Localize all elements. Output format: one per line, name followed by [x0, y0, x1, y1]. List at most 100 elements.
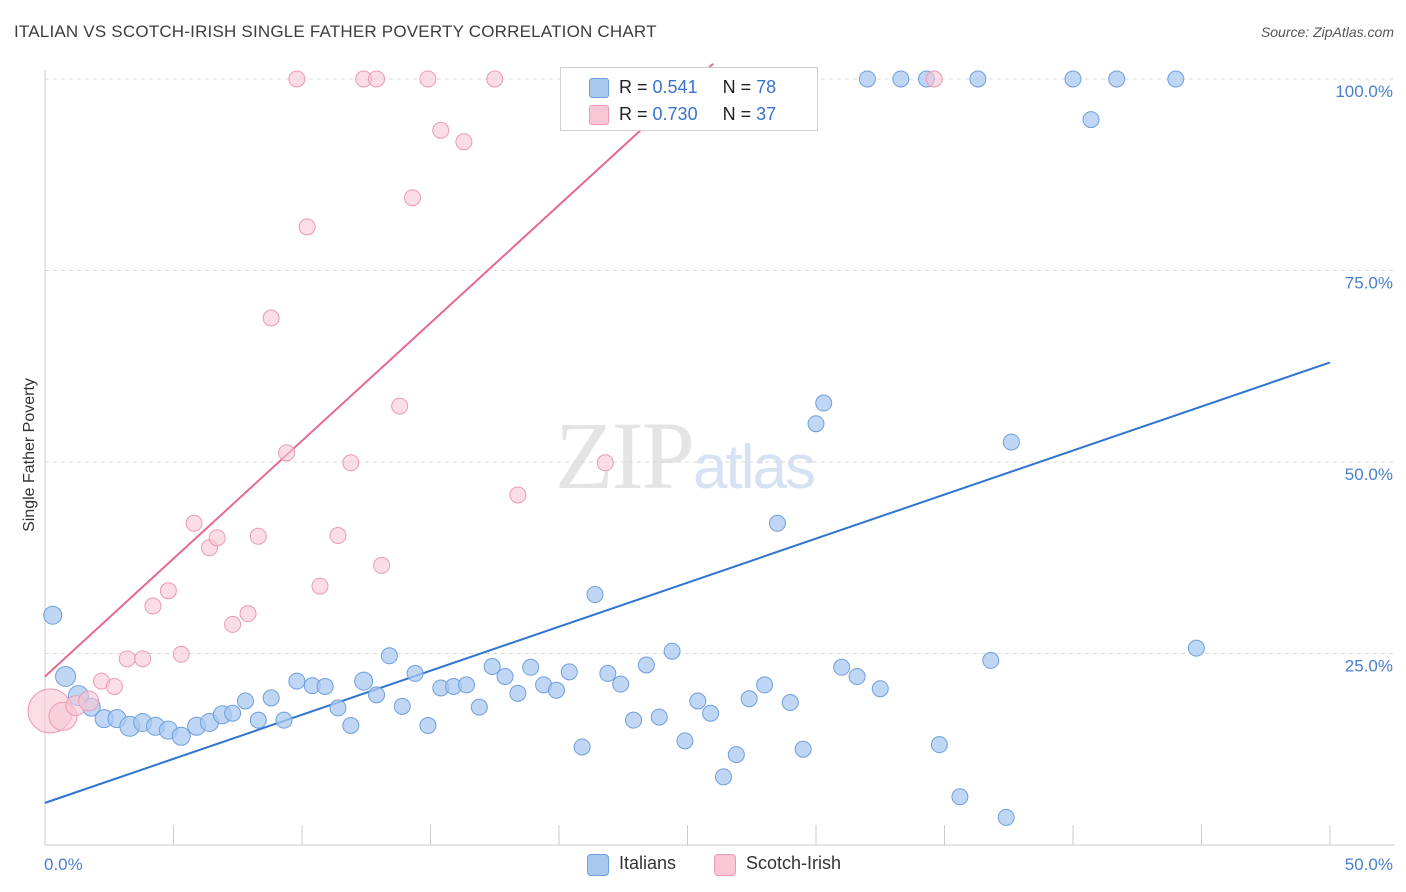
r-value-italians: 0.541	[652, 77, 698, 97]
scotch-irish-point	[373, 556, 391, 574]
scotch-irish-legend-swatch	[714, 854, 736, 876]
italians-point	[55, 665, 77, 687]
italians-point	[573, 738, 591, 756]
scotch-irish-point	[486, 70, 504, 88]
italians-point	[406, 664, 424, 682]
italians-point	[892, 70, 910, 88]
italians-point	[663, 642, 681, 660]
scotch-irish-point	[342, 454, 360, 472]
n-value-italians: 78	[756, 77, 777, 97]
scotch-irish-point	[224, 615, 242, 633]
scotch-irish-point	[404, 189, 422, 207]
italians-point	[794, 740, 812, 758]
scotch-irish-point	[159, 582, 177, 600]
italians-point	[316, 677, 334, 695]
grid-lines	[45, 78, 1395, 654]
scotch-irish-point	[329, 527, 347, 545]
y-tick-label: 100.0%	[1335, 82, 1393, 101]
italians-point	[342, 717, 360, 735]
italians-point	[714, 768, 732, 786]
italians-point	[871, 680, 889, 698]
chart-title: ITALIAN VS SCOTCH-IRISH SINGLE FATHER PO…	[14, 22, 657, 41]
scotch-irish-point	[298, 218, 316, 236]
trend-lines	[44, 62, 1331, 804]
y-tick-label: 25.0%	[1345, 657, 1393, 676]
r-label: R =	[619, 104, 648, 124]
italians-point	[1064, 70, 1082, 88]
x-tick-label: 50.0%	[1345, 855, 1393, 874]
n-value-scotch-irish: 37	[756, 104, 777, 124]
italians-point	[1167, 70, 1185, 88]
scotch-irish-point	[311, 577, 329, 595]
scotch-irish-point	[278, 444, 296, 462]
scotch-irish-point	[262, 309, 280, 327]
scotch-irish-point	[925, 70, 943, 88]
italians-point	[689, 692, 707, 710]
data-points	[27, 70, 1205, 826]
italians-point	[368, 686, 386, 704]
italians-point	[43, 605, 63, 625]
italians-point	[997, 808, 1015, 826]
source-credit: Source: ZipAtlas.com	[1260, 24, 1394, 40]
scotch-irish-point	[368, 70, 386, 88]
y-tick-label: 50.0%	[1345, 465, 1393, 484]
italians-point	[171, 726, 191, 746]
scotch-irish-point	[288, 70, 306, 88]
italians-point	[676, 732, 694, 750]
scotch-irish-point	[144, 597, 162, 615]
italians-point	[419, 717, 437, 735]
italians-point	[354, 671, 374, 691]
italians-point	[781, 694, 799, 712]
scotch-irish-point	[78, 690, 100, 712]
n-label: N =	[722, 104, 752, 124]
italians-point	[560, 663, 578, 681]
italians-point	[483, 658, 501, 676]
italians-point	[1082, 111, 1100, 129]
italians-point	[815, 394, 833, 412]
scotch-irish-point	[172, 645, 190, 663]
italians-point	[288, 672, 306, 690]
tick-labels: 25.0% 50.0% 75.0% 100.0% 0.0% 50.0%	[44, 82, 1393, 874]
italians-point	[858, 70, 876, 88]
watermark-zip: ZIP	[555, 402, 695, 509]
scotch-irish-trendline	[44, 62, 714, 678]
italians-point	[1187, 639, 1205, 657]
scotch-irish-swatch	[589, 105, 609, 125]
scotch-irish-point	[391, 397, 409, 415]
italians-point	[969, 70, 987, 88]
italians-swatch	[589, 78, 609, 98]
italians-point	[509, 684, 527, 702]
scotch-irish-point	[419, 70, 437, 88]
scotch-irish-point	[455, 133, 473, 151]
italians-point	[275, 711, 293, 729]
italians-point	[756, 676, 774, 694]
italians-point	[380, 647, 398, 665]
scotch-irish-point	[208, 529, 226, 547]
italians-point	[612, 675, 630, 693]
italians-point	[768, 514, 786, 532]
italians-point	[547, 681, 565, 699]
italians-point	[833, 658, 851, 676]
stats-legend: R = 0.541 N = 78 R = 0.730 N = 37	[560, 67, 818, 131]
italians-point	[930, 736, 948, 754]
scotch-irish-point	[432, 121, 450, 139]
italians-point	[625, 711, 643, 729]
scotch-irish-point	[249, 527, 267, 545]
italians-point	[982, 651, 1000, 669]
n-label: N =	[722, 77, 752, 97]
italians-point	[522, 658, 540, 676]
italians-point	[1108, 70, 1126, 88]
italians-point	[224, 704, 242, 722]
italians-point	[457, 676, 475, 694]
axes	[44, 70, 1395, 846]
italians-point	[470, 698, 488, 716]
italians-legend-label: Italians	[619, 853, 677, 873]
scotch-irish-point	[596, 454, 614, 472]
scotch-irish-point	[134, 650, 152, 668]
italians-legend-swatch	[587, 854, 609, 876]
r-label: R =	[619, 77, 648, 97]
zipatlas-watermark: ZIPatlas	[555, 400, 816, 511]
italians-point	[236, 692, 254, 710]
scotch-irish-legend-label: Scotch-Irish	[746, 853, 842, 873]
